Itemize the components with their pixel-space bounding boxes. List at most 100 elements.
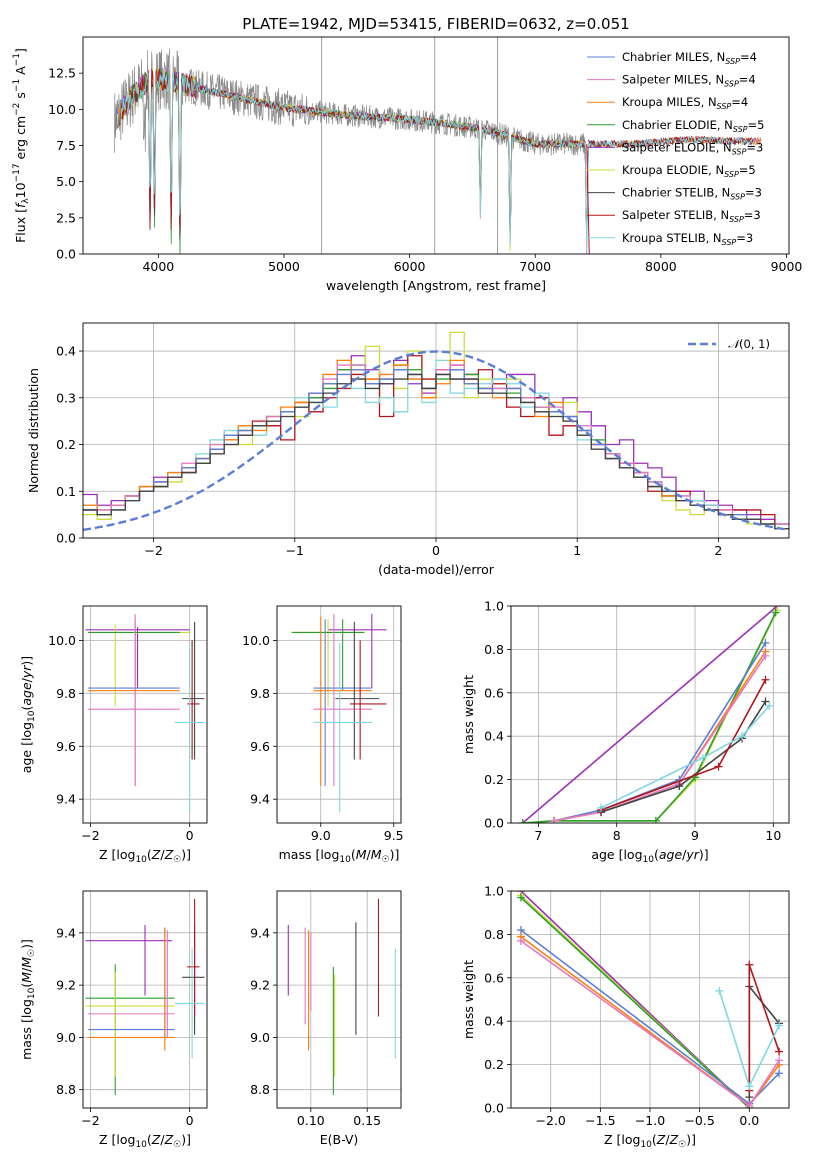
y-tick-label: 9.4	[56, 792, 76, 807]
y-tick-label: 1.0	[484, 884, 504, 899]
legend-label: Salpeter ELODIE, NSSP=3	[622, 140, 763, 156]
point-marker	[745, 1082, 754, 1091]
x-tick-label: 0.15	[353, 1113, 381, 1128]
axes-frame	[510, 605, 790, 824]
y-tick-label: 0.3	[56, 390, 76, 405]
point-marker	[715, 986, 724, 995]
y-tick-label: 0.2	[484, 772, 504, 787]
panel-weight_vs_age: 7 8 9 10 0.0 0.2 0.4 0.6 0.8 1.0 age [log10(age/yr…	[461, 599, 790, 865]
y-tick-label: 9.2	[250, 978, 270, 993]
y-tick-label: 9.8	[250, 686, 270, 701]
panel-weight_vs_Z: −2.0 −1.5 −1.0 −0.5 0.0 0.0 0.2 0.4 0.6 0.8 1.0 Z […	[461, 884, 790, 1150]
plot-area	[291, 613, 387, 813]
y-tick-label: 9.4	[250, 792, 270, 807]
model-cutoff	[586, 144, 590, 254]
line-salpeter-elodie	[522, 606, 778, 823]
x-tick-label: −2.0	[536, 1113, 566, 1128]
y-tick-label: 9.2	[56, 978, 76, 993]
y-tick-label: 10.0	[48, 102, 76, 117]
point-marker	[775, 1069, 784, 1078]
panel-age_vs_Z: −2 0 9.4 9.6 9.8 10.0 Z [log10(Z/Z☉)] age [log1…	[19, 605, 208, 865]
x-axis-label: Z [log10(Z/Z☉)]	[604, 1132, 696, 1150]
x-axis-label: Z [log10(Z/Z☉)]	[99, 847, 191, 865]
y-tick-label: 0.0	[484, 816, 504, 831]
x-tick-label: 7	[534, 828, 542, 843]
legend-label: Chabrier MILES, NSSP=4	[622, 50, 757, 66]
point-marker	[518, 819, 527, 823]
x-tick-label: −1.5	[585, 1113, 615, 1128]
y-tick-label: 9.6	[250, 739, 270, 754]
x-tick-label: 1	[573, 543, 581, 558]
x-tick-label: 0	[186, 1113, 194, 1128]
y-tick-label: 0.0	[56, 247, 76, 262]
x-tick-label: 0.10	[297, 1113, 325, 1128]
y-axis-label: mass [log10(M/M☉)]	[19, 939, 37, 1060]
legend-label: Chabrier STELIB, NSSP=3	[622, 186, 762, 202]
point-marker	[761, 651, 770, 660]
y-tick-label: 9.6	[56, 739, 76, 754]
x-tick-label: 9	[691, 828, 699, 843]
x-axis-label: age [log10(age/yr)]	[591, 847, 708, 865]
y-axis-label: Flux [fλ10−17 erg cm−2 s−1 A−1]	[12, 48, 31, 243]
y-tick-label: 8.8	[56, 1082, 76, 1097]
y-tick-label: 0.4	[56, 344, 76, 359]
x-axis-label: (data-model)/error	[378, 562, 495, 577]
panel-age_vs_mass: 9.0 9.5 9.4 9.6 9.8 10.0 mass [log10(M/M☉)]	[242, 605, 404, 865]
x-tick-label: 8	[613, 828, 621, 843]
y-tick-label: 5.0	[56, 174, 76, 189]
point-marker	[745, 960, 754, 969]
line-salpeter-miles	[553, 655, 767, 822]
x-tick-label: 0	[432, 543, 440, 558]
axes-frame	[510, 890, 790, 1109]
axes-frame	[276, 605, 402, 824]
legend-label: Kroupa MILES, NSSP=4	[622, 95, 748, 111]
plot-area	[287, 898, 396, 1095]
point-marker	[775, 1021, 784, 1030]
axes-frame	[82, 605, 208, 824]
y-tick-label: 0.0	[56, 531, 76, 546]
line-chabrier-elodie	[520, 896, 750, 1108]
x-tick-label: 9.0	[311, 828, 331, 843]
axes-frame	[82, 36, 790, 255]
model-spectrum-salpeter-stelib	[119, 68, 756, 234]
y-tick-label: 0.1	[56, 484, 76, 499]
y-tick-label: 12.5	[48, 66, 76, 81]
x-tick-label: 9.5	[384, 828, 404, 843]
x-tick-label: −0.5	[684, 1113, 714, 1128]
point-marker	[597, 803, 606, 812]
y-tick-label: 0.6	[484, 970, 504, 985]
line-chabrier-stelib	[748, 984, 780, 1098]
x-tick-label: 8000	[645, 259, 677, 274]
point-marker	[738, 732, 747, 741]
panel-residuals: −2 −1 0 1 2 0.0 0.1 0.2 0.3 0.4 (data-model)/error…	[26, 322, 790, 577]
figure-title: PLATE=1942, MJD=53415, FIBERID=0632, z=0…	[242, 15, 629, 33]
y-tick-label: 1.0	[484, 599, 504, 614]
x-tick-label: −1.0	[635, 1113, 665, 1128]
x-tick-label: 4000	[142, 259, 174, 274]
panel-spectrum: 4000 5000 6000 7000 8000 9000 0.0 2.5 5.0 7.5 10.0…	[12, 36, 802, 293]
y-tick-label: 0.4	[484, 1014, 504, 1029]
point-marker	[675, 782, 684, 791]
y-tick-label: 10.0	[48, 633, 76, 648]
plot-area	[85, 613, 205, 813]
y-tick-label: 0.8	[484, 642, 504, 657]
x-tick-label: −2	[81, 1113, 99, 1128]
point-marker	[516, 936, 525, 945]
plot-area	[114, 37, 762, 254]
panel-mass_vs_ebv: 0.10 0.15 8.8 9.0 9.2 9.4 E(B-V)	[250, 890, 402, 1147]
y-tick-label: 0.6	[484, 685, 504, 700]
y-tick-label: 8.8	[250, 1082, 270, 1097]
x-axis-label: wavelength [Angstrom, rest frame]	[326, 278, 546, 293]
spectrum-legend: Chabrier MILES, NSSP=4 Salpeter MILES, NS…	[587, 50, 764, 247]
legend-label: Kroupa ELODIE, NSSP=5	[622, 163, 756, 179]
panels: 4000 5000 6000 7000 8000 90000.02.55.07.510.0…	[12, 36, 802, 1150]
x-axis-label: E(B-V)	[320, 1132, 359, 1147]
point-marker	[771, 608, 780, 617]
x-tick-label: 0.0	[739, 1113, 759, 1128]
line-chabrier-stelib	[600, 701, 767, 813]
x-tick-label: −2	[144, 543, 162, 558]
plot-area	[85, 898, 205, 1095]
y-axis-label: Normed distribution	[26, 368, 41, 493]
point-marker	[765, 701, 774, 710]
x-tick-label: 2	[714, 543, 722, 558]
